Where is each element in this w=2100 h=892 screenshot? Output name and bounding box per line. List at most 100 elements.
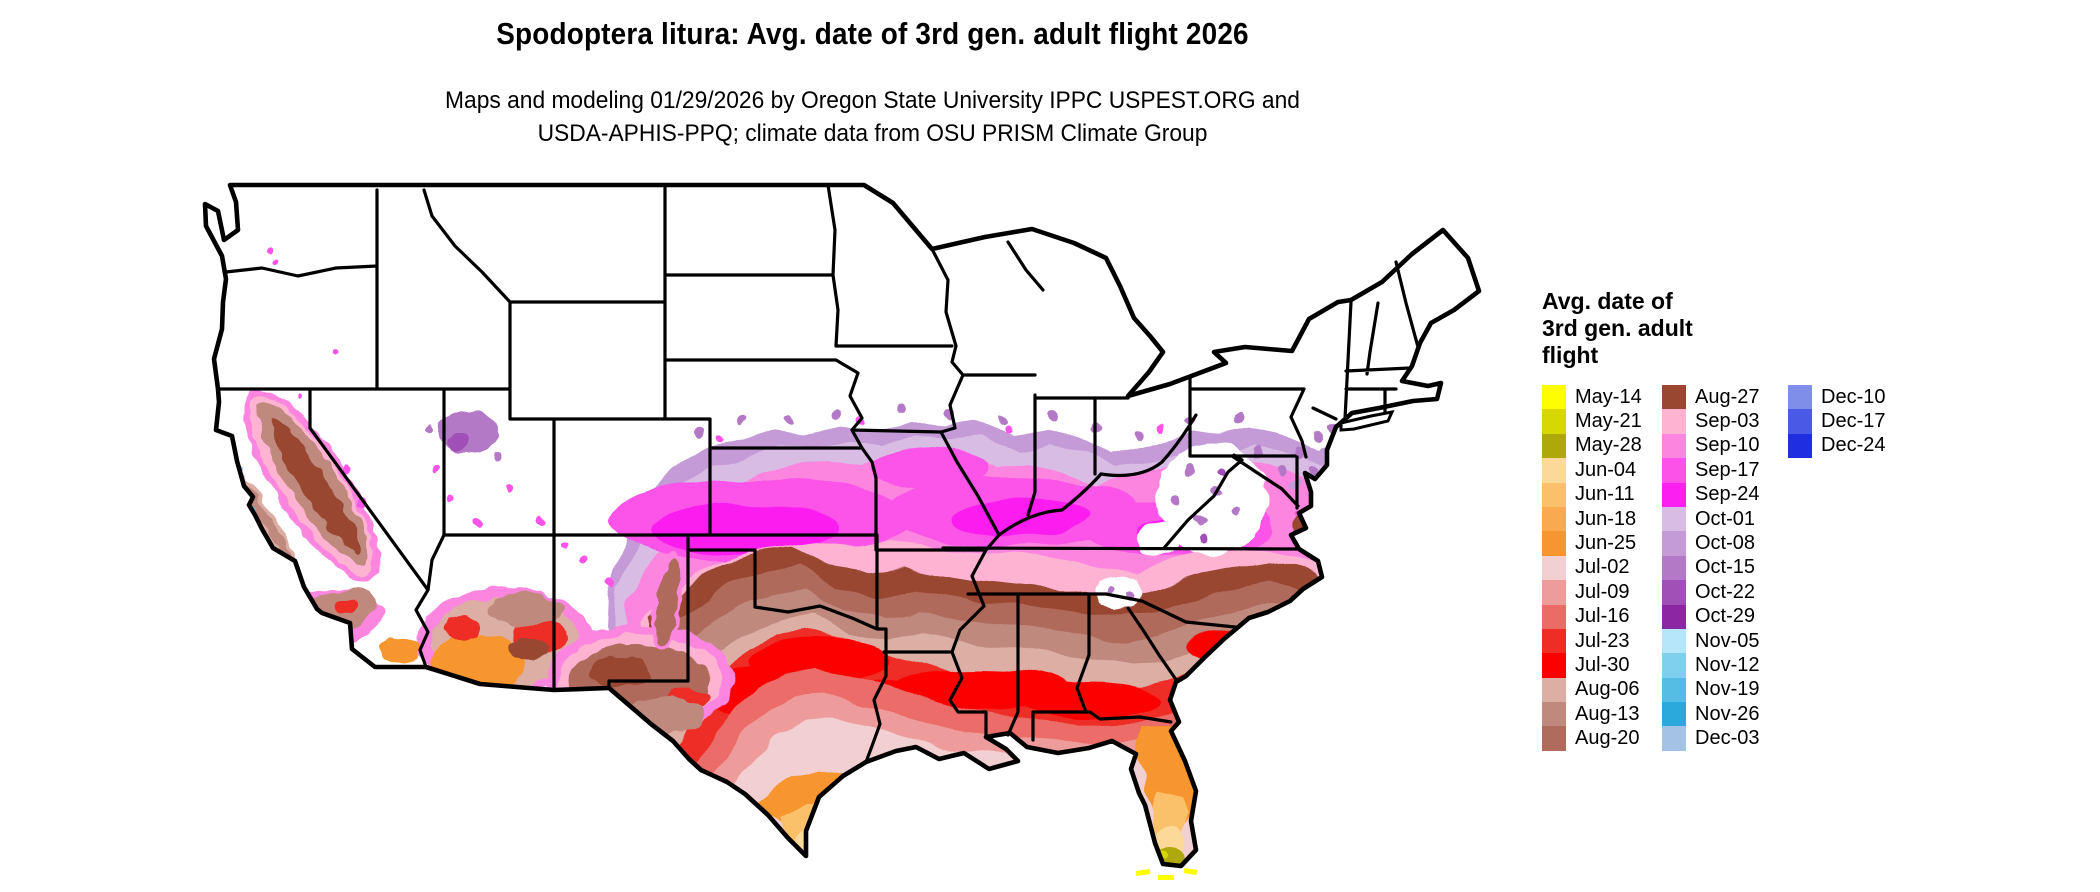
- legend-entry: Sep-17: [1662, 458, 1788, 483]
- legend-swatch: [1542, 653, 1566, 678]
- subtitle-line-1: Maps and modeling 01/29/2026 by Oregon S…: [445, 87, 1300, 114]
- legend-label: Oct-29: [1695, 605, 1756, 628]
- legend-swatch: [1542, 555, 1566, 581]
- legend-swatch: [1788, 385, 1812, 410]
- legend: Avg. date of 3rd gen. adult flight May-1…: [1542, 288, 1962, 751]
- legend-label: Jun-18: [1575, 507, 1637, 530]
- page-title: Spodoptera litura: Avg. date of 3rd gen.…: [496, 16, 1249, 51]
- legend-entry: May-14: [1542, 385, 1662, 410]
- legend-swatch: [1662, 506, 1686, 532]
- legend-swatch: [1542, 506, 1566, 532]
- legend-title-line: flight: [1542, 342, 1599, 368]
- legend-label: Sep-17: [1695, 458, 1760, 481]
- legend-label: Dec-17: [1821, 410, 1886, 433]
- legend-label: Nov-12: [1695, 653, 1760, 676]
- legend-swatch: [1542, 604, 1566, 629]
- legend-entry: Oct-15: [1662, 555, 1788, 581]
- legend-swatch: [1662, 531, 1686, 556]
- legend-label: Oct-22: [1695, 580, 1756, 603]
- legend-entry: Oct-29: [1662, 604, 1788, 629]
- legend-swatch: [1542, 458, 1566, 483]
- legend-entry: Jul-09: [1542, 580, 1662, 605]
- legend-label: Aug-20: [1575, 727, 1640, 750]
- legend-entry: May-28: [1542, 433, 1662, 459]
- legend-entry: Nov-12: [1662, 653, 1788, 678]
- legend-label: Nov-26: [1695, 702, 1760, 725]
- legend-label: May-21: [1575, 410, 1642, 433]
- legend-entry: Jun-11: [1542, 482, 1662, 507]
- legend-entry: Sep-24: [1662, 482, 1788, 507]
- legend-label: May-28: [1575, 434, 1642, 457]
- legend-swatch: [1542, 482, 1566, 507]
- legend-entry: Jul-23: [1542, 628, 1662, 654]
- legend-entry: Oct-08: [1662, 531, 1788, 556]
- legend-swatch: [1662, 726, 1686, 751]
- legend-swatch: [1662, 580, 1686, 605]
- legend-entry: Nov-26: [1662, 702, 1788, 727]
- legend-label: Jul-30: [1575, 653, 1630, 676]
- legend-entry: Dec-24: [1788, 433, 1886, 459]
- legend-label: Dec-10: [1821, 385, 1886, 408]
- legend-entry: Dec-17: [1788, 409, 1886, 434]
- legend-swatch: [1542, 580, 1566, 605]
- legend-label: Aug-13: [1575, 702, 1640, 725]
- legend-columns: May-14 May-21 May-28 Jun-04 Jun-11 Jun-18 Jun-…: [1542, 385, 1962, 751]
- legend-swatch: [1542, 409, 1566, 434]
- legend-label: Jul-09: [1575, 580, 1630, 603]
- legend-swatch: [1788, 433, 1812, 459]
- legend-label: Dec-03: [1695, 727, 1760, 750]
- legend-label: Sep-10: [1695, 434, 1760, 457]
- legend-title-line: 3rd gen. adult: [1542, 315, 1693, 341]
- west-patches: [224, 249, 1339, 735]
- legend-entry: Sep-03: [1662, 409, 1788, 434]
- legend-label: Dec-24: [1821, 434, 1886, 457]
- legend-entry: Dec-10: [1788, 385, 1886, 410]
- legend-label: Jul-16: [1575, 605, 1630, 628]
- legend-swatch: [1662, 409, 1686, 434]
- legend-entry: Aug-13: [1542, 702, 1662, 727]
- legend-entry: Jun-18: [1542, 506, 1662, 532]
- legend-label: Nov-19: [1695, 678, 1760, 701]
- legend-swatch: [1542, 433, 1566, 459]
- ca-central-valley: [243, 389, 381, 581]
- legend-label: May-14: [1575, 385, 1642, 408]
- legend-title-line: Avg. date of: [1542, 288, 1673, 314]
- legend-entry: Aug-27: [1662, 385, 1788, 410]
- legend-swatch: [1662, 702, 1686, 727]
- legend-swatch: [1542, 726, 1566, 751]
- legend-swatch: [1662, 628, 1686, 654]
- legend-label: Oct-08: [1695, 532, 1756, 555]
- legend-swatch: [1662, 385, 1686, 410]
- legend-entry: May-21: [1542, 409, 1662, 434]
- legend-swatch: [1542, 531, 1566, 556]
- legend-swatch: [1662, 653, 1686, 678]
- legend-label: Oct-15: [1695, 556, 1756, 579]
- florida-keys: [1135, 868, 1198, 880]
- legend-entry: Jun-04: [1542, 458, 1662, 483]
- legend-entry: Oct-22: [1662, 580, 1788, 605]
- legend-swatch: [1662, 482, 1686, 507]
- long-island: [1339, 409, 1395, 432]
- legend-entry: Jul-16: [1542, 604, 1662, 629]
- legend-label: Jun-25: [1575, 532, 1637, 555]
- legend-swatch: [1542, 628, 1566, 654]
- legend-label: Sep-24: [1695, 483, 1760, 506]
- legend-swatch: [1662, 604, 1686, 629]
- legend-label: Sep-03: [1695, 410, 1760, 433]
- legend-column-2: Aug-27 Sep-03 Sep-10 Sep-17 Sep-24 Oct-01 Oct-…: [1662, 385, 1788, 751]
- legend-swatch: [1662, 458, 1686, 483]
- us-outline: [202, 182, 1482, 869]
- legend-label: Aug-27: [1695, 385, 1760, 408]
- legend-label: Jul-23: [1575, 629, 1630, 652]
- legend-label: Jul-02: [1575, 556, 1630, 579]
- legend-label: Nov-05: [1695, 629, 1760, 652]
- legend-title: Avg. date of 3rd gen. adult flight: [1542, 288, 1962, 369]
- legend-swatch: [1542, 385, 1566, 410]
- west-speckles: [265, 249, 614, 586]
- state-borders: [216, 183, 1420, 764]
- legend-entry: Aug-20: [1542, 726, 1662, 751]
- legend-swatch: [1662, 677, 1686, 703]
- legend-swatch: [1662, 433, 1686, 459]
- subtitle-line-2: USDA-APHIS-PPQ; climate data from OSU PR…: [537, 120, 1208, 147]
